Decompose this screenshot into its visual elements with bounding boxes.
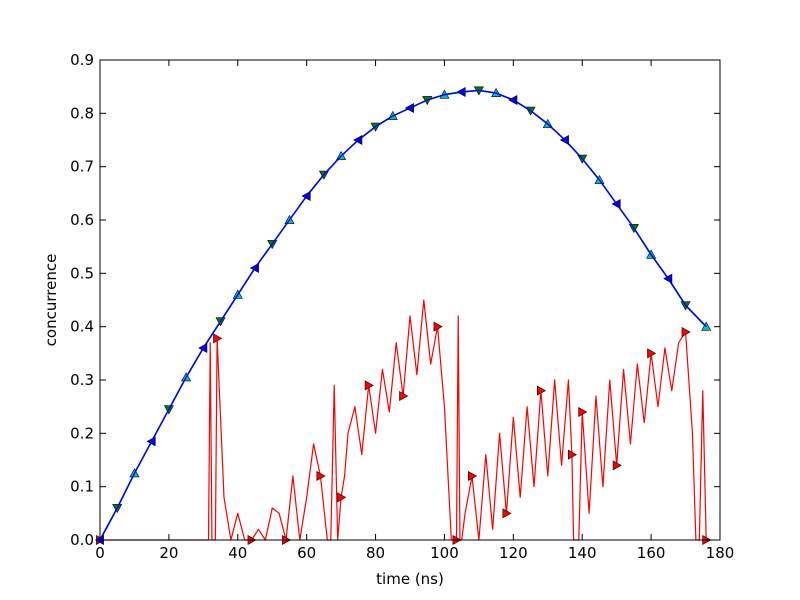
- blue-series: [94, 86, 707, 546]
- x-tick-label: 100: [430, 544, 459, 562]
- red-series-marker: [213, 333, 223, 344]
- red-series-marker: [567, 449, 578, 460]
- red-series-marker: [316, 470, 326, 482]
- blue-series-marker: [146, 436, 156, 447]
- plot-area: [100, 60, 720, 540]
- y-tick-label: 0.9: [70, 51, 94, 69]
- y-tick-label: 0.5: [70, 264, 94, 282]
- plot-frame: [99, 59, 721, 541]
- blue-series-marker: [198, 342, 208, 354]
- y-tick-label: 0.1: [70, 478, 94, 496]
- red-series-marker: [337, 492, 347, 503]
- blue-series-marker: [249, 262, 259, 274]
- x-tick-label: 0: [95, 544, 105, 562]
- blue-series-line: [99, 89, 707, 541]
- blue-series-marker: [559, 134, 569, 146]
- red-series-marker: [433, 321, 443, 332]
- ticks-layer: 0 20 40 60 80 100 120 140 160 180 0.0 0.1 0.2 0.3 0.4 0…: [70, 51, 734, 562]
- x-tick-label: 60: [297, 544, 316, 562]
- x-tick-label: 80: [366, 544, 385, 562]
- red-series-marker: [612, 460, 622, 471]
- red-series-marker: [578, 406, 588, 418]
- x-tick-label: 140: [568, 544, 597, 562]
- red-series-marker: [502, 508, 512, 519]
- y-tick-label: 0.7: [70, 158, 94, 176]
- x-tick-label: 180: [706, 544, 735, 562]
- y-tick-label: 0.3: [70, 371, 94, 389]
- blue-series-marker: [301, 190, 311, 202]
- y-tick-label: 0.8: [70, 104, 94, 122]
- y-axis-label: concurrence: [42, 254, 60, 347]
- red-series-marker: [681, 326, 691, 338]
- blue-series-marker: [508, 94, 518, 106]
- x-tick-label: 160: [637, 544, 666, 562]
- data-layer: [94, 86, 712, 546]
- blue-series-marker: [456, 86, 466, 98]
- red-series-marker: [536, 385, 547, 396]
- y-tick-label: 0.6: [70, 211, 94, 229]
- y-tick-label: 0.4: [70, 318, 94, 336]
- x-tick-label: 20: [159, 544, 178, 562]
- red-series-marker: [399, 390, 409, 402]
- y-tick-label: 0.2: [70, 424, 94, 442]
- blue-series-marker: [663, 273, 673, 284]
- x-tick-label: 40: [228, 544, 247, 562]
- blue-series-marker: [404, 102, 414, 114]
- blue-series-marker: [353, 134, 363, 146]
- red-series-marker: [647, 348, 657, 359]
- blue-series-marker: [611, 198, 621, 210]
- x-tick-label: 120: [499, 544, 528, 562]
- red-series-marker: [468, 470, 478, 482]
- y-tick-label: 0.0: [70, 531, 94, 549]
- x-axis-label: time (ns): [376, 570, 444, 588]
- red-series-marker: [364, 380, 374, 391]
